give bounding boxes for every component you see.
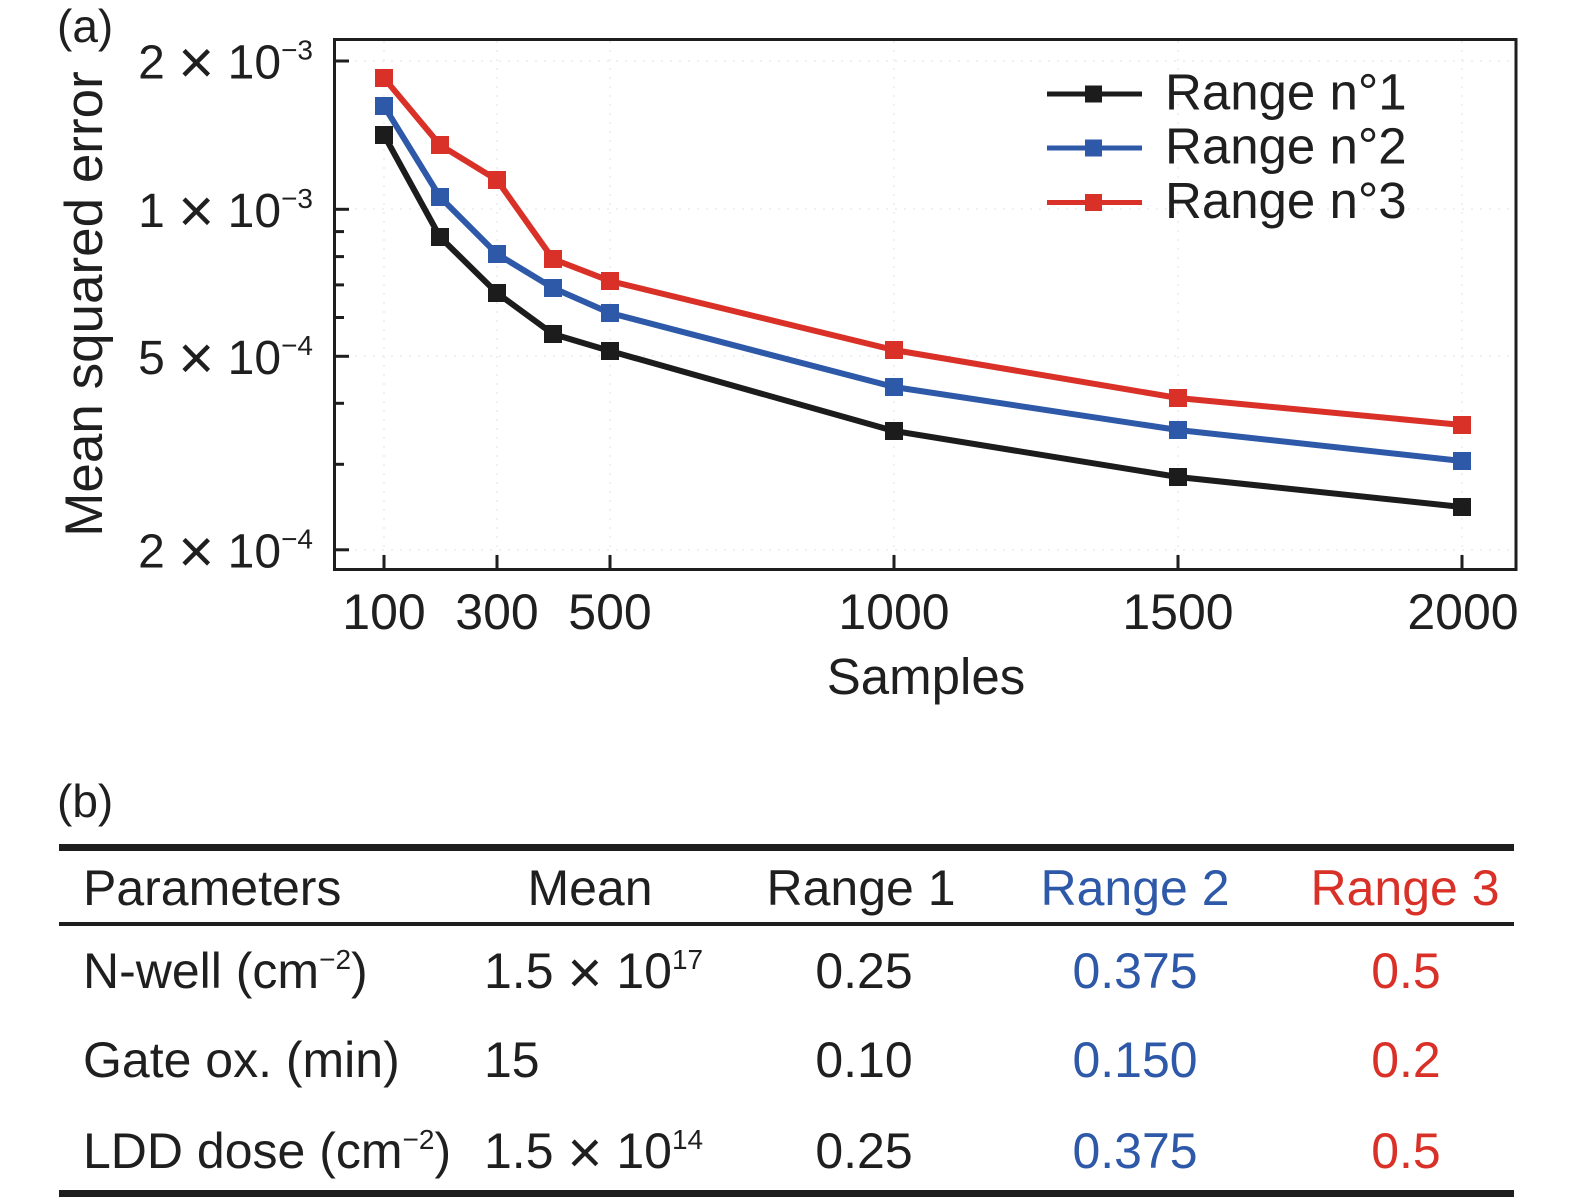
svg-text:0.375: 0.375 xyxy=(1072,1123,1197,1179)
svg-text:Parameters: Parameters xyxy=(83,860,341,916)
svg-text:0.150: 0.150 xyxy=(1072,1032,1197,1088)
svg-text:300: 300 xyxy=(455,584,538,640)
svg-text:1 × 10−3: 1 × 10−3 xyxy=(138,177,313,246)
svg-text:0.5: 0.5 xyxy=(1371,1123,1441,1179)
svg-text:100: 100 xyxy=(342,584,425,640)
svg-text:0.10: 0.10 xyxy=(815,1032,912,1088)
svg-text:Samples: Samples xyxy=(827,648,1025,705)
svg-text:Range 3: Range 3 xyxy=(1310,860,1499,916)
svg-text:0.375: 0.375 xyxy=(1072,943,1197,999)
svg-text:2000: 2000 xyxy=(1407,584,1518,640)
svg-text:Range n°2: Range n°2 xyxy=(1165,118,1407,175)
svg-text:Range n°3: Range n°3 xyxy=(1165,172,1407,229)
svg-text:(b): (b) xyxy=(57,775,113,827)
svg-text:0.25: 0.25 xyxy=(815,943,912,999)
svg-text:0.25: 0.25 xyxy=(815,1123,912,1179)
svg-text:Mean squared error: Mean squared error xyxy=(55,71,114,536)
svg-text:0.2: 0.2 xyxy=(1371,1032,1441,1088)
svg-text:Gate ox. (min): Gate ox. (min) xyxy=(83,1032,400,1088)
svg-text:5 × 10−4: 5 × 10−4 xyxy=(138,324,313,393)
svg-text:1000: 1000 xyxy=(838,584,949,640)
svg-text:Range 2: Range 2 xyxy=(1040,860,1229,916)
svg-text:15: 15 xyxy=(484,1032,540,1088)
svg-text:Mean: Mean xyxy=(527,860,652,916)
svg-text:Range 1: Range 1 xyxy=(766,860,955,916)
svg-text:1.5 × 1014: 1.5 × 1014 xyxy=(484,1119,703,1186)
svg-text:500: 500 xyxy=(568,584,651,640)
svg-text:1500: 1500 xyxy=(1122,584,1233,640)
svg-text:Range n°1: Range n°1 xyxy=(1165,64,1407,121)
svg-text:0.5: 0.5 xyxy=(1371,943,1441,999)
svg-text:1.5 × 1017: 1.5 × 1017 xyxy=(484,939,703,1006)
svg-text:2 × 10−4: 2 × 10−4 xyxy=(138,517,313,586)
svg-text:LDD dose (cm−2): LDD dose (cm−2) xyxy=(83,1123,451,1179)
svg-text:(a): (a) xyxy=(57,0,113,52)
svg-text:N-well (cm−2): N-well (cm−2) xyxy=(83,943,368,999)
